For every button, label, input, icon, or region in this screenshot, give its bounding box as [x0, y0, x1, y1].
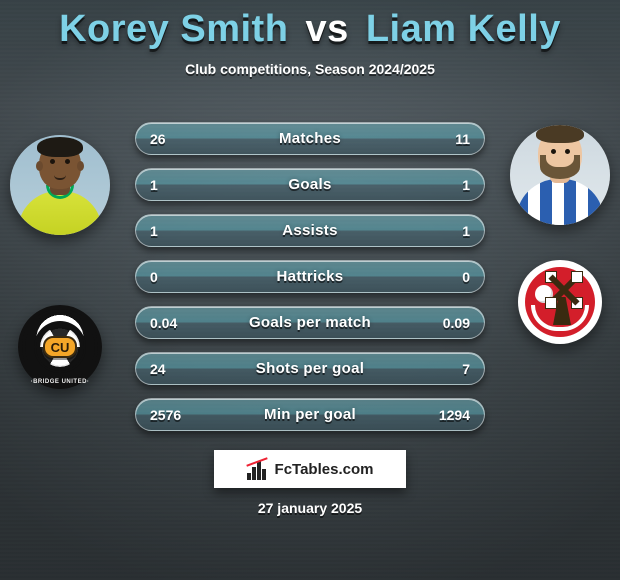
stat-value-right: 0.09 [429, 307, 484, 338]
player1-name: Korey Smith [59, 8, 288, 50]
stat-row: 1 Goals 1 [135, 168, 485, 201]
fctables-icon [247, 458, 269, 480]
stat-label: Hattricks [277, 268, 344, 285]
stat-value-left: 0 [136, 261, 172, 292]
stat-row: 26 Matches 11 [135, 122, 485, 155]
player2-avatar [510, 125, 610, 225]
stat-label: Min per goal [264, 406, 356, 423]
stat-row: 1 Assists 1 [135, 214, 485, 247]
stat-value-left: 1 [136, 169, 172, 200]
player1-club-badge: CU ·BRIDGE UNITED· [18, 305, 102, 389]
stat-label: Goals per match [249, 314, 371, 331]
subtitle: Club competitions, Season 2024/2025 [0, 61, 620, 77]
stat-label: Goals [288, 176, 331, 193]
club1-badge-text: CU [43, 336, 77, 358]
stat-value-left: 26 [136, 123, 180, 154]
stat-value-right: 1294 [425, 399, 484, 430]
club1-ring-text: ·BRIDGE UNITED· [18, 379, 102, 385]
player2-club-badge [518, 260, 602, 344]
stat-value-left: 0.04 [136, 307, 191, 338]
vs-label: vs [305, 8, 348, 50]
stat-row: 0 Hattricks 0 [135, 260, 485, 293]
stat-value-right: 11 [441, 123, 484, 154]
player2-name: Liam Kelly [366, 8, 561, 50]
stat-value-right: 0 [448, 261, 484, 292]
source-label: FcTables.com [275, 461, 374, 478]
source-badge: FcTables.com [214, 450, 406, 488]
stat-value-right: 1 [448, 169, 484, 200]
stat-label: Shots per goal [256, 360, 364, 377]
stat-value-left: 1 [136, 215, 172, 246]
stat-value-left: 2576 [136, 399, 195, 430]
date-label: 27 january 2025 [0, 500, 620, 516]
stat-label: Matches [279, 130, 341, 147]
page-title: Korey Smith vs Liam Kelly [0, 0, 620, 51]
stat-label: Assists [282, 222, 337, 239]
stats-table: 26Matches111Goals11Assists10Hattricks00.… [135, 122, 485, 444]
stat-row: 24 Shots per goal 7 [135, 352, 485, 385]
stat-row: 2576 Min per goal 1294 [135, 398, 485, 431]
stat-value-left: 24 [136, 353, 180, 384]
stat-value-right: 1 [448, 215, 484, 246]
stat-row: 0.04 Goals per match 0.09 [135, 306, 485, 339]
player1-avatar [10, 135, 110, 235]
stat-value-right: 7 [448, 353, 484, 384]
